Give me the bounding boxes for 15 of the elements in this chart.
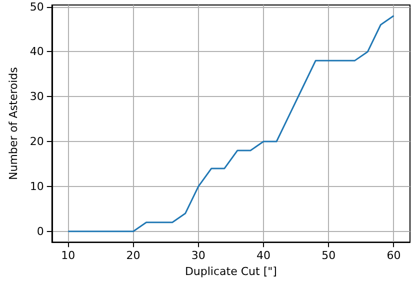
line-series xyxy=(67,15,394,232)
y-tick-label: 40 xyxy=(30,45,44,58)
y-tick-label: 0 xyxy=(36,224,44,238)
y-tick-label: 10 xyxy=(30,180,44,193)
x-axis-title: Duplicate Cut ["] xyxy=(184,265,277,278)
y-axis-title: Number of Asteroids xyxy=(7,66,20,180)
x-tick-label: 20 xyxy=(126,249,140,262)
x-tick-label: 40 xyxy=(256,249,271,262)
y-tick-label: 30 xyxy=(30,90,44,104)
y-tick-label: 50 xyxy=(30,0,44,14)
y-tick-label: 20 xyxy=(30,135,44,148)
x-tick-label: 30 xyxy=(191,249,206,262)
x-tick-label: 10 xyxy=(61,249,76,262)
x-tick-label: 60 xyxy=(386,249,401,262)
x-tick-label: 50 xyxy=(322,249,336,262)
